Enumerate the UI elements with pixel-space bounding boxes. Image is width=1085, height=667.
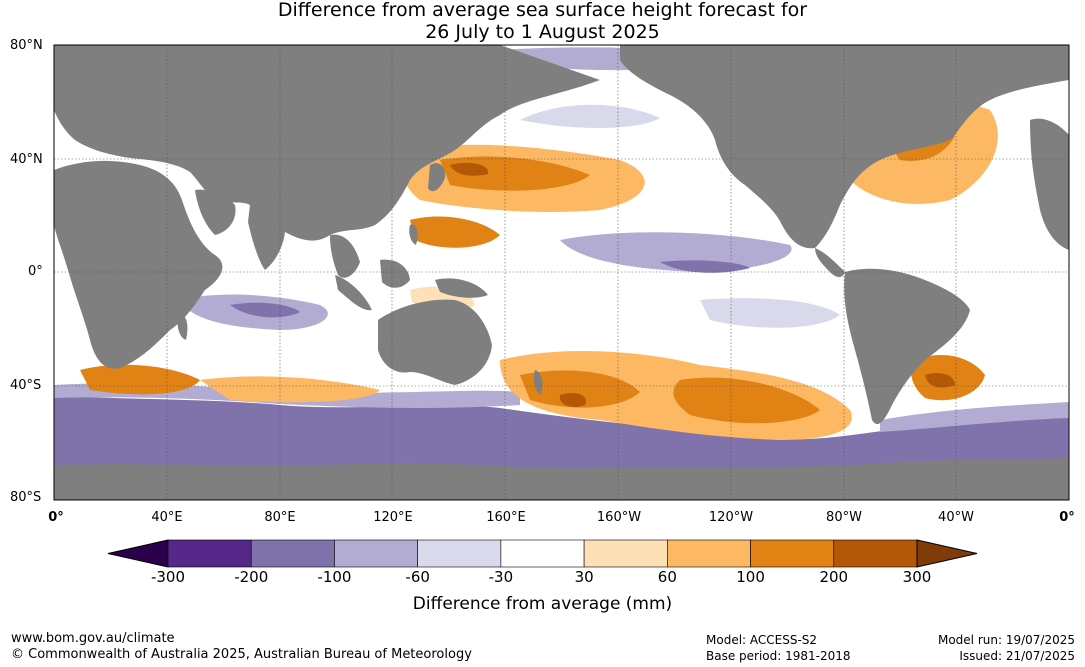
lat-label-0: 0°	[28, 264, 43, 279]
map-title-line-2: 26 July to 1 August 2025	[425, 21, 660, 43]
land	[54, 45, 1069, 500]
lon-label-40e: 40°E	[151, 510, 183, 525]
south-atlantic-light	[880, 402, 1069, 432]
colorbar-tick-label: -30	[488, 568, 514, 586]
footer-url: www.bom.gov.au/climate	[11, 631, 175, 646]
footer-base-period: Base period: 1981-2018	[706, 649, 851, 663]
colorbar-title: Difference from average (mm)	[412, 594, 673, 614]
lat-label-40s: 40°S	[10, 378, 42, 393]
map-panel	[53, 44, 1070, 501]
lon-label-160e: 160°E	[486, 510, 526, 525]
graticule	[54, 45, 1069, 500]
kuroshio-hot	[450, 162, 489, 176]
colorbar-tick-label: 60	[657, 568, 677, 586]
colorbar-segment	[583, 539, 668, 568]
west-pacific-warm	[410, 216, 500, 248]
equatorial-pacific-dark	[660, 260, 750, 273]
colorbar-segment	[750, 539, 835, 568]
colorbar-tick-label: 30	[574, 568, 594, 586]
north-pacific-light	[520, 104, 660, 129]
south-pacific-hot	[559, 393, 586, 407]
europe-west	[1030, 118, 1069, 250]
colorbar-tick-label: -100	[317, 568, 352, 586]
south-america	[844, 268, 970, 425]
colorbar-tick-label: -60	[405, 568, 430, 586]
colorbar-segment	[167, 539, 252, 568]
colorbar-tick-label: 100	[736, 568, 765, 586]
south-atlantic-hot	[925, 373, 955, 388]
lon-label-80e: 80°E	[264, 510, 296, 525]
philippines	[409, 224, 418, 245]
footer-copyright: © Commonwealth of Australia 2025, Austra…	[11, 647, 472, 662]
colorbar-tick-label: -200	[234, 568, 269, 586]
arabian-peninsula	[195, 189, 236, 235]
colorbar-arrow-low	[107, 539, 169, 568]
colorbar-segment	[500, 539, 585, 568]
colorbar-segment	[334, 539, 418, 568]
colorbar-arrow-high	[916, 539, 978, 568]
lon-label-0-right: 0°	[1059, 510, 1075, 525]
footer-issued: Issued: 21/07/2025	[959, 649, 1075, 663]
south-pacific-core	[520, 370, 640, 408]
lat-label-40n: 40°N	[10, 152, 43, 167]
footer-model: Model: ACCESS-S2	[706, 633, 818, 647]
colorbar-segment	[833, 539, 918, 568]
southern-indian-warm	[200, 376, 380, 403]
borneo	[380, 259, 410, 288]
agulhas-warm	[80, 364, 200, 395]
lon-label-80w: 80°W	[826, 510, 862, 525]
indochina	[330, 234, 360, 278]
lon-label-40w: 40°W	[938, 510, 974, 525]
colorbar-tick-label: 200	[819, 568, 849, 586]
lat-label-80n: 80°N	[10, 38, 43, 53]
australia	[378, 299, 492, 385]
colorbar-segment	[250, 539, 335, 568]
new-guinea	[435, 278, 488, 298]
eurasia	[54, 45, 600, 241]
east-pacific-negative	[700, 298, 840, 328]
colorbar-tick-label: 300	[902, 568, 932, 586]
lat-label-80s: 80°S	[10, 490, 42, 505]
sumatra	[335, 275, 372, 311]
lon-label-120e: 120°E	[373, 510, 413, 525]
map-title-line-1: Difference from average sea surface heig…	[277, 0, 808, 21]
lon-label-160w: 160°W	[596, 510, 642, 525]
lon-label-0-left: 0°	[48, 510, 64, 525]
india	[248, 205, 285, 270]
japan	[428, 163, 446, 192]
central-america	[815, 248, 845, 278]
new-zealand	[533, 370, 543, 395]
colorbar-segment	[667, 539, 751, 568]
footer-model-run: Model run: 19/07/2025	[937, 633, 1075, 647]
colorbar-tick-label: -300	[150, 568, 186, 586]
lon-label-120w: 120°W	[708, 510, 754, 525]
greenland	[880, 45, 990, 111]
madagascar	[177, 314, 188, 340]
antarctica	[54, 458, 1069, 500]
indian-ocean-dark	[230, 302, 300, 318]
colorbar-segment	[417, 539, 502, 568]
southern-ocean-negative	[54, 395, 1069, 470]
colorbar	[107, 539, 978, 568]
south-pacific-core-east	[673, 377, 820, 424]
